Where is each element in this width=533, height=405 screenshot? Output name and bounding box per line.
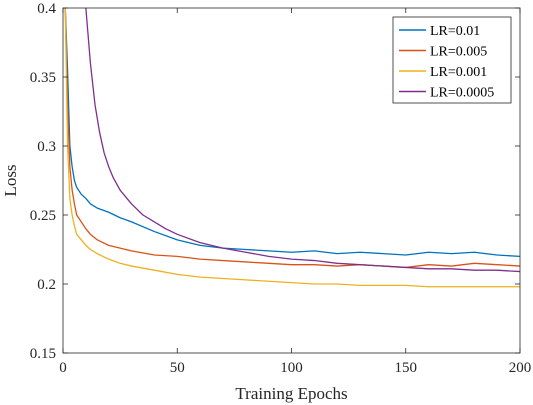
legend-label: LR=0.001: [430, 65, 487, 80]
series-line-2: [64, 8, 520, 269]
series-line-3: [64, 8, 520, 288]
y-axis-label: Loss: [1, 164, 20, 196]
y-tick-label: 0.3: [37, 139, 56, 155]
series-lines: [64, 8, 520, 288]
axis-ticks: 0 50 100 150 200 0.15 0.2 0.25 0.3 0.35 0.4: [30, 1, 532, 376]
legend-label: LR=0.0005: [430, 86, 494, 101]
x-tick-label: 100: [280, 360, 303, 376]
x-tick-label: 150: [395, 360, 418, 376]
x-tick-label: 0: [59, 360, 67, 376]
legend-label: LR=0.01: [430, 24, 480, 39]
x-axis-label: Training Epochs: [235, 384, 347, 403]
series-line-4: [85, 8, 520, 273]
y-tick-label: 0.2: [37, 277, 56, 293]
y-tick-label: 0.25: [30, 208, 56, 224]
legend: LR=0.01 LR=0.005 LR=0.001 LR=0.0005: [392, 16, 512, 104]
x-tick-label: 200: [509, 360, 532, 376]
legend-label: LR=0.005: [430, 45, 487, 60]
x-tick-label: 50: [170, 360, 185, 376]
legend-box: [392, 16, 512, 104]
y-tick-label: 0.35: [30, 70, 56, 86]
y-tick-label: 0.4: [37, 1, 56, 17]
y-tick-label: 0.15: [30, 346, 56, 362]
series-line-1: [64, 8, 520, 258]
